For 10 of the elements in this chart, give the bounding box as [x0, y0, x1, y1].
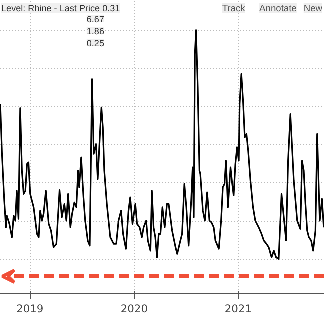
text: 6.67 — [86, 14, 104, 24]
text: Level: Rhine - Last Price 0.31 — [2, 4, 120, 14]
text: New — [304, 4, 323, 14]
annotation: 1.86 — [86, 26, 104, 36]
text: Annotate — [260, 4, 297, 14]
x-tick-label: 2019 — [16, 302, 44, 316]
text: Track — [222, 4, 246, 14]
x-tick-label: 2021 — [224, 302, 252, 316]
annotation: 0.25 — [86, 38, 104, 48]
x-tick-label: 2020 — [120, 302, 148, 316]
